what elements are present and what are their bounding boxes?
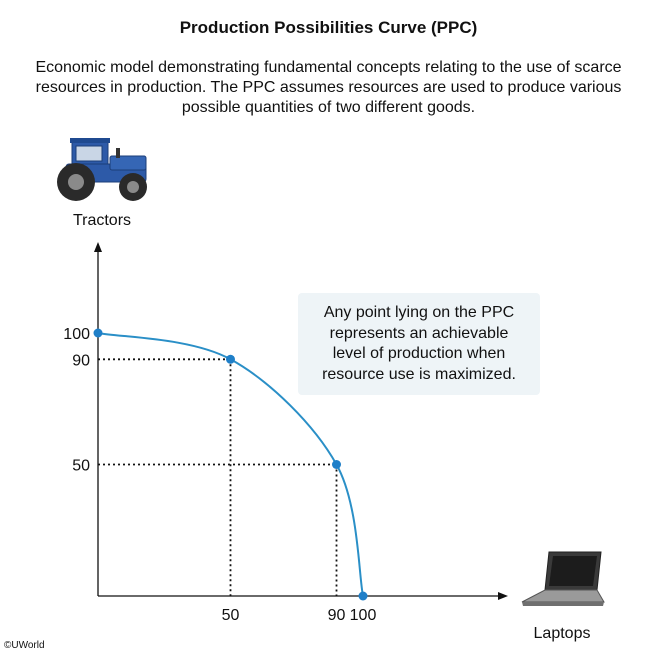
- y-tick-label: 100: [63, 326, 90, 343]
- data-point: [226, 354, 235, 364]
- x-axis-label: Laptops: [534, 625, 591, 642]
- data-point: [332, 460, 341, 469]
- laptop-icon: [521, 551, 605, 606]
- x-axis-arrow: [498, 592, 508, 600]
- axes: [94, 242, 508, 600]
- callout-line: Any point lying on the PPC: [323, 304, 515, 321]
- callout-line: level of production when: [332, 345, 506, 362]
- x-tick-label: 90: [328, 607, 346, 624]
- tractor-icon: [57, 138, 147, 201]
- data-point: [358, 591, 368, 601]
- x-tick-label: 100: [350, 607, 377, 624]
- chart-subtitle: Economic model demonstrating fundamental…: [35, 59, 622, 116]
- y-tick-labels: 50 90 100: [63, 326, 90, 475]
- callout-line: resource use is maximized.: [322, 365, 516, 383]
- y-tick-label: 90: [72, 352, 90, 369]
- y-axis-arrow: [94, 242, 102, 252]
- ppc-curve: [97, 332, 364, 597]
- copyright-notice: ©UWorld: [4, 640, 45, 651]
- data-point: [93, 328, 103, 338]
- y-axis-label: Tractors: [73, 212, 131, 229]
- y-tick-label: 50: [72, 458, 90, 475]
- callout-line: represents an achievable: [329, 324, 509, 342]
- callout-box: Any point lying on the PPC represents an…: [298, 293, 540, 395]
- guide-lines: [98, 358, 338, 596]
- chart-title: Production Possibilities Curve (PPC): [179, 18, 478, 37]
- data-points: [93, 328, 368, 601]
- x-tick-labels: 50 90 100: [222, 607, 377, 624]
- x-tick-label: 50: [222, 607, 240, 624]
